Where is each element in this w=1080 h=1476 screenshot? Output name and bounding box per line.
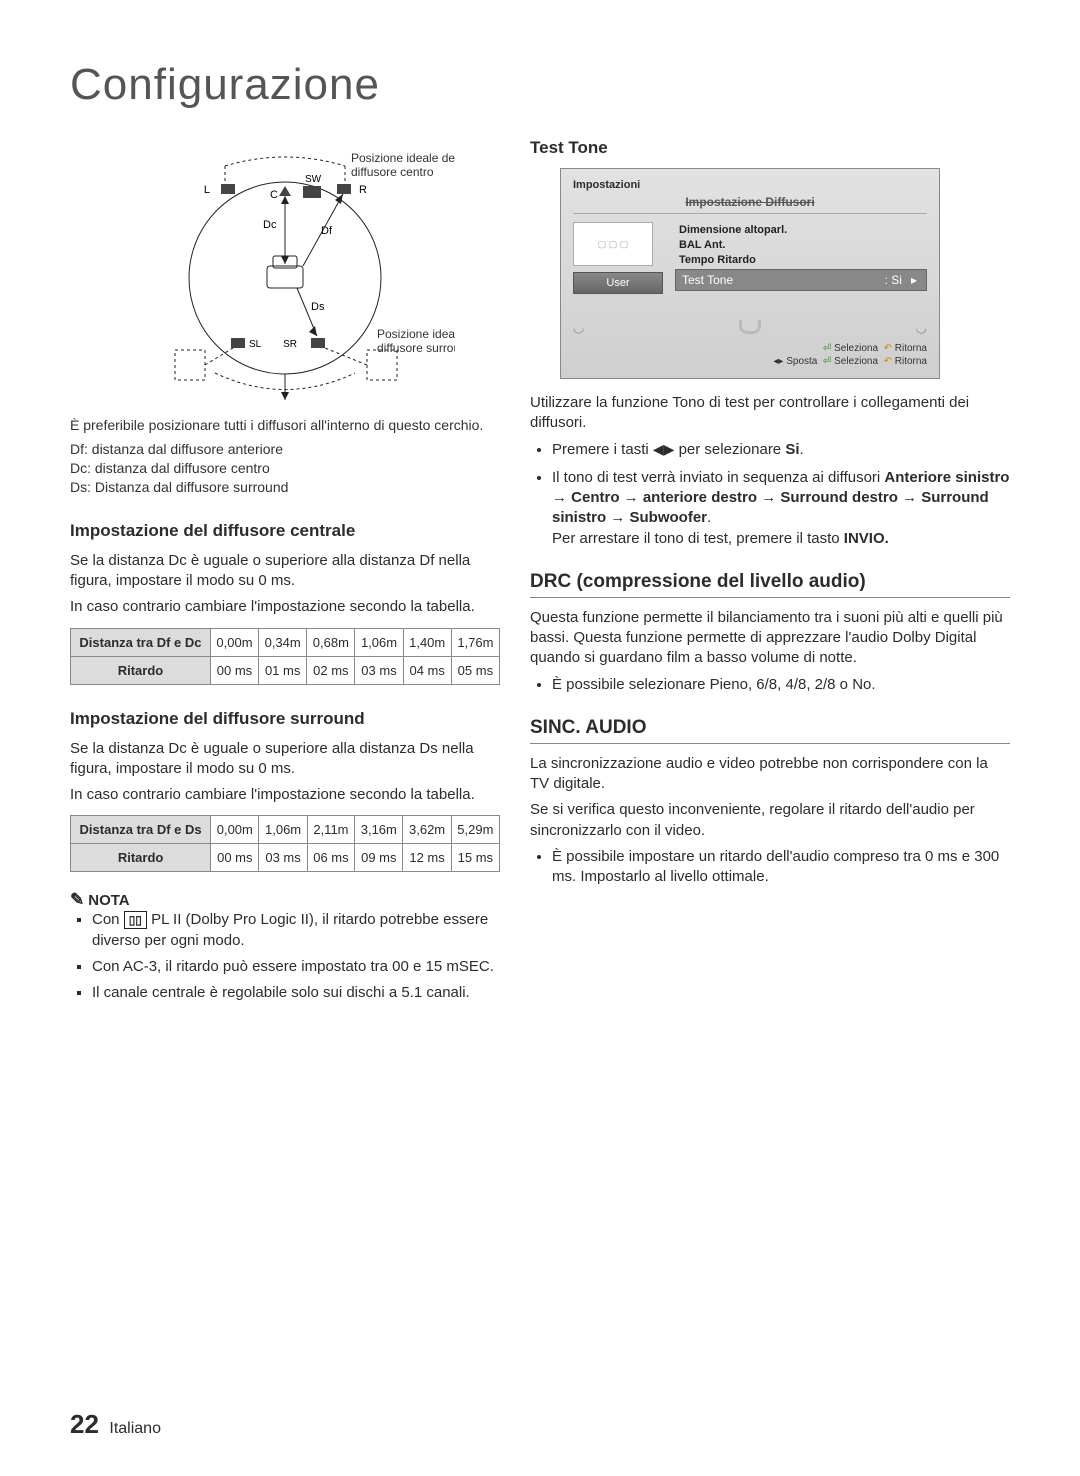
ui-subtitle: Impostazione Diffusori — [573, 195, 927, 214]
ui-mock: Impostazioni Impostazione Diffusori ▢ ▢ … — [560, 168, 940, 379]
svg-text:diffusore centro: diffusore centro — [351, 165, 434, 179]
svg-text:SL: SL — [249, 339, 262, 350]
headphone-icon: ◡ — [916, 320, 927, 336]
center-p1: Se la distanza Dc è uguale o superiore a… — [70, 551, 500, 592]
surround-table: Distanza tra Df e Ds 0,00m 1,06m 2,11m 3… — [70, 815, 500, 872]
ui-option[interactable]: Dimensione altoparl. — [675, 224, 927, 236]
pencil-icon: ✎ — [70, 890, 84, 909]
legend-dc: Dc: distanza dal diffusore centro — [70, 459, 500, 478]
legend-df: Df: distanza dal diffusore anteriore — [70, 440, 500, 459]
dock-icon — [739, 320, 761, 334]
table-row-header: Ritardo — [71, 656, 211, 684]
chevron-right-icon[interactable]: ▸ — [908, 273, 920, 287]
list-item: È possibile selezionare Pieno, 6/8, 4/8,… — [552, 675, 1010, 695]
dolby-icon: ▯▯ — [124, 911, 147, 929]
svg-text:C: C — [270, 189, 278, 201]
list-item: Premere i tasti ◀▶ per selezionare Si. — [552, 440, 1010, 460]
page-language: Italiano — [109, 1420, 161, 1437]
list-item: È possibile impostare un ritardo dell'au… — [552, 847, 1010, 888]
svg-text:Ds: Ds — [311, 301, 325, 313]
user-button[interactable]: User — [573, 272, 663, 294]
svg-text:Dc: Dc — [263, 219, 277, 231]
notes-list: Con ▯▯ PL II (Dolby Pro Logic II), il ri… — [70, 910, 500, 1003]
test-tone-value: Si — [891, 273, 902, 287]
ideal-center-label: Posizione ideale del — [351, 151, 455, 165]
test-tone-desc: Utilizzare la funzione Tono di test per … — [530, 393, 1010, 434]
ui-option[interactable]: BAL Ant. — [675, 239, 927, 251]
test-tone-label: Test Tone — [682, 273, 733, 287]
center-heading: Impostazione del diffusore centrale — [70, 521, 500, 541]
ui-footer: ⏎ Seleziona ↶ Ritorna ◂▸ Sposta ⏎ Selezi… — [573, 342, 927, 368]
headphone-icon: ◡ — [573, 320, 584, 336]
list-item: Il tono di test verrà inviato in sequenz… — [552, 468, 1010, 549]
sinc-p2: Se si verifica questo inconveniente, reg… — [530, 800, 1010, 841]
sinc-p1: La sincronizzazione audio e video potreb… — [530, 754, 1010, 795]
ui-frame-title: Impostazioni — [573, 179, 640, 191]
sinc-heading: SINC. AUDIO — [530, 717, 1010, 744]
page-title: Configurazione — [70, 60, 1010, 110]
drc-body: Questa funzione permette il bilanciament… — [530, 608, 1010, 669]
drc-heading: DRC (compressione del livello audio) — [530, 571, 1010, 598]
table-row-header: Distanza tra Df e Dc — [71, 628, 211, 656]
center-table: Distanza tra Df e Dc 0,00m 0,34m 0,68m 1… — [70, 628, 500, 685]
speakers-icon: ▢ ▢ ▢ — [573, 222, 653, 266]
speaker-diagram: Posizione ideale del diffusore centro L … — [70, 138, 500, 497]
list-item: Con AC-3, il ritardo può essere impostat… — [92, 957, 500, 977]
list-item: Il canale centrale è regolabile solo sui… — [92, 983, 500, 1003]
svg-text:SW: SW — [305, 174, 322, 185]
ui-option[interactable]: Tempo Ritardo — [675, 254, 927, 266]
svg-text:diffusore surround: diffusore surround — [377, 341, 455, 355]
svg-text:R: R — [359, 184, 367, 196]
list-item: Con ▯▯ PL II (Dolby Pro Logic II), il ri… — [92, 910, 500, 951]
test-tone-heading: Test Tone — [530, 138, 1010, 158]
test-tone-row[interactable]: Test Tone : Si ▸ — [675, 269, 927, 291]
surround-p2: In caso contrario cambiare l'impostazion… — [70, 785, 500, 805]
table-row-header: Distanza tra Df e Ds — [71, 816, 211, 844]
table-row-header: Ritardo — [71, 844, 211, 872]
legend-ds: Ds: Distanza dal diffusore surround — [70, 478, 500, 497]
svg-text:Posizione ideale del: Posizione ideale del — [377, 327, 455, 341]
surround-p1: Se la distanza Dc è uguale o superiore a… — [70, 739, 500, 780]
surround-heading: Impostazione del diffusore surround — [70, 709, 500, 729]
page-footer: 22 Italiano — [70, 1409, 161, 1440]
center-p2: In caso contrario cambiare l'impostazion… — [70, 597, 500, 617]
diagram-caption: È preferibile posizionare tutti i diffus… — [70, 416, 500, 434]
page-number: 22 — [70, 1409, 99, 1439]
note-label: ✎NOTA — [70, 890, 500, 910]
svg-text:L: L — [204, 184, 210, 196]
svg-text:Df: Df — [321, 225, 333, 237]
svg-text:SR: SR — [283, 339, 297, 350]
